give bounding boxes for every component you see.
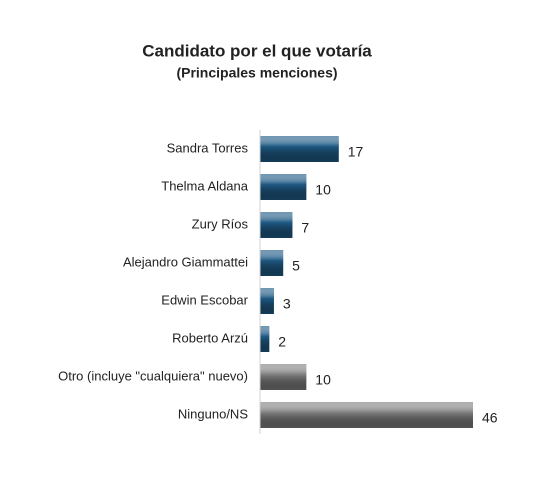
bar-shade [260,250,284,276]
category-label: Otro (incluye "cualquiera" nuevo) [58,368,248,383]
chart-title: Candidato por el que votaría [142,41,372,60]
value-label: 10 [315,372,331,388]
bar-shade [260,174,307,200]
category-label: Roberto Arzú [172,330,248,345]
bar-shade [260,364,307,390]
category-label: Zury Ríos [192,216,249,231]
bar-shade [260,402,473,428]
value-label: 10 [315,182,331,198]
category-label: Edwin Escobar [161,292,248,307]
value-label: 2 [278,334,286,350]
bar-shade [260,212,293,238]
value-label: 3 [283,296,291,312]
category-label: Thelma Aldana [161,178,248,193]
bar-shade [260,326,270,352]
bar-shade [260,288,274,314]
category-label: Alejandro Giammattei [123,254,248,269]
value-label: 46 [482,410,498,426]
value-label: 5 [292,258,300,274]
chart-subtitle: (Principales menciones) [176,65,337,81]
bar-shade [260,136,339,162]
category-label: Sandra Torres [167,140,249,155]
value-label: 17 [348,144,364,160]
value-label: 7 [301,220,309,236]
category-label: Ninguno/NS [178,406,248,421]
